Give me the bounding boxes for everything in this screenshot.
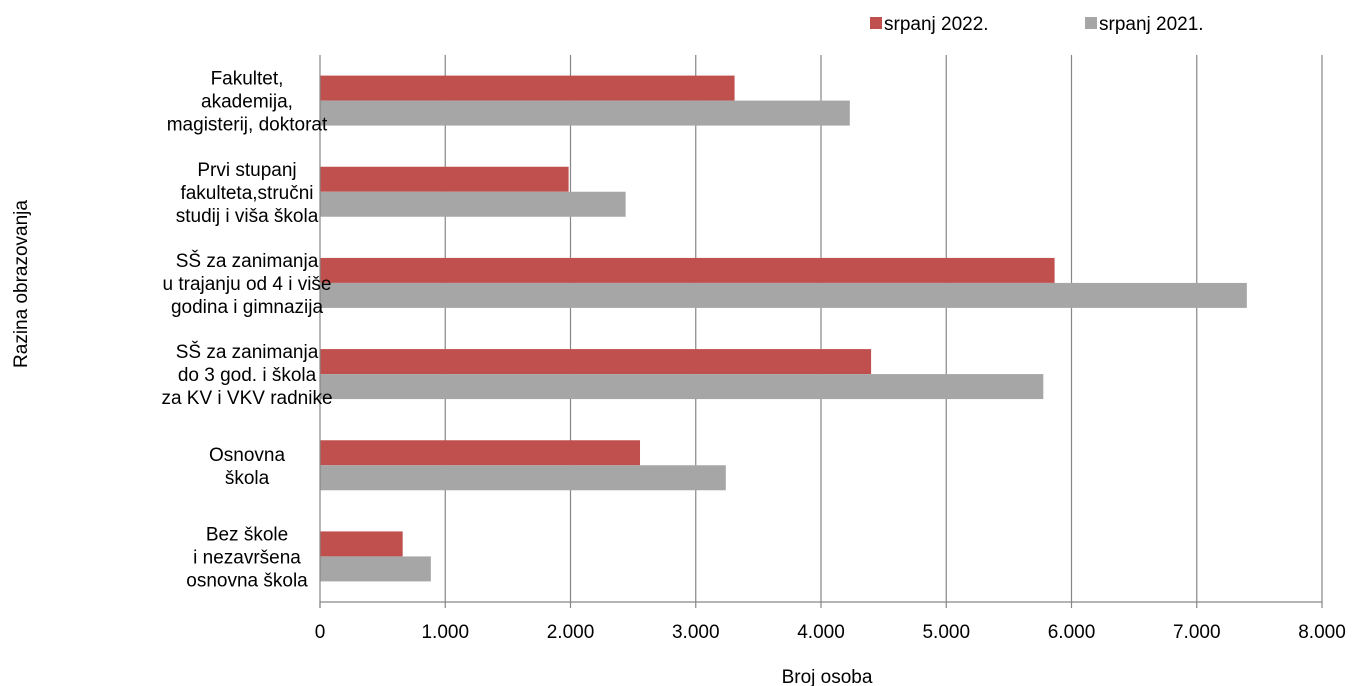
x-tick-label: 5.000 <box>922 622 970 643</box>
bar-srpanj-2021 <box>320 100 850 126</box>
category-label: Osnovna <box>209 445 285 466</box>
legend-swatch <box>870 17 882 29</box>
category-label: do 3 god. i škola <box>178 365 317 386</box>
bar-srpanj-2021 <box>320 465 726 491</box>
legend: srpanj 2022. srpanj 2021. <box>870 14 1204 35</box>
bars <box>320 75 1247 582</box>
category-label: fakulteta,stručni <box>180 183 313 204</box>
bar-srpanj-2021 <box>320 282 1247 308</box>
category-label: za KV i VKV radnike <box>161 388 332 409</box>
gridlines <box>444 55 1323 602</box>
category-label: Bez škole <box>206 524 288 545</box>
bar-srpanj-2022 <box>320 75 735 101</box>
bar-srpanj-2022 <box>320 166 569 192</box>
category-label: škola <box>225 468 270 489</box>
legend-label: srpanj 2021. <box>1099 14 1204 35</box>
bar-srpanj-2021 <box>320 556 431 582</box>
x-tick-label: 1.000 <box>421 622 469 643</box>
category-label: i nezavršena <box>193 547 301 568</box>
category-label: SŠ za zanimanja <box>176 250 319 272</box>
category-label: Fakultet, <box>211 69 284 90</box>
axes <box>319 55 1323 608</box>
bar-srpanj-2022 <box>320 257 1055 283</box>
y-axis-title: Razina obrazovanja <box>11 200 32 368</box>
bar-srpanj-2022 <box>320 531 403 557</box>
x-tick-label: 4.000 <box>797 622 845 643</box>
category-label: akademija, <box>201 92 293 113</box>
category-label: Prvi stupanj <box>197 160 296 181</box>
x-tick-label: 7.000 <box>1173 622 1221 643</box>
category-label: godina i gimnazija <box>171 297 324 318</box>
x-tick-label: 3.000 <box>672 622 720 643</box>
x-tick-label: 0 <box>315 622 326 643</box>
legend-label: srpanj 2022. <box>884 14 989 35</box>
x-tick-label: 2.000 <box>547 622 595 643</box>
bar-srpanj-2021 <box>320 191 626 217</box>
bar-srpanj-2022 <box>320 440 641 466</box>
x-axis-title: Broj osoba <box>782 667 873 686</box>
bar-srpanj-2021 <box>320 374 1044 400</box>
legend-swatch <box>1085 17 1097 29</box>
bar-srpanj-2022 <box>320 349 872 375</box>
x-tick-label: 6.000 <box>1048 622 1096 643</box>
x-tick-label: 8.000 <box>1298 622 1346 643</box>
category-labels: Fakultet,akademija,magisterij, doktorat P… <box>161 69 332 592</box>
category-label: magisterij, doktorat <box>167 115 328 136</box>
x-tick-labels: 0 1.000 2.000 3.000 4.000 5.000 6.000 7.000 8.00… <box>315 622 1346 643</box>
category-label: u trajanju od 4 i više <box>163 274 332 295</box>
category-label: studij i viša škola <box>176 206 319 227</box>
category-label: osnovna škola <box>186 570 308 591</box>
category-label: SŠ za zanimanja <box>176 341 319 363</box>
